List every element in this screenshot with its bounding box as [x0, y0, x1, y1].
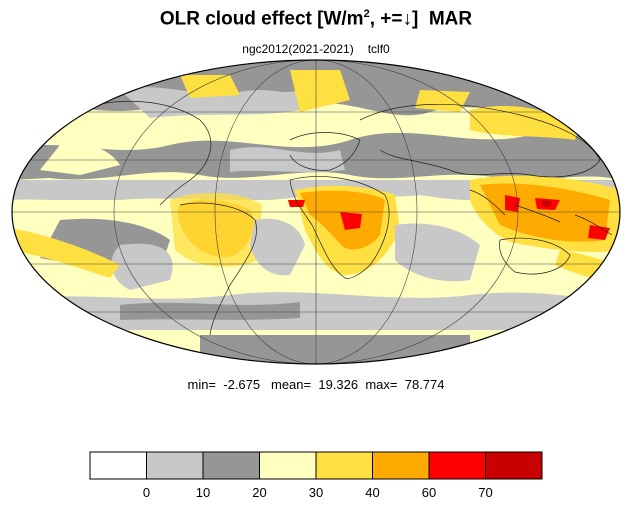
colorbar-tick-label: 70: [478, 485, 493, 500]
field-sh-stormtrack-dark: [120, 302, 300, 320]
stat-max-label: max=: [365, 377, 398, 392]
field-sh-subtropics-2: [250, 218, 305, 276]
field-mc-red: [505, 195, 520, 212]
colorbar-swatch: [202, 451, 260, 480]
stat-max-value: 78.774: [404, 377, 445, 392]
field-mc-red-3: [588, 225, 610, 240]
subtitle-variable: tclf0: [367, 42, 390, 56]
field-arctic-yellow-3: [415, 90, 470, 112]
stats-line: min= -2.675 mean= 19.326 max= 78.774: [0, 377, 632, 392]
title-superscript: 2: [363, 8, 370, 20]
colorbar-tick-label: 0: [142, 485, 151, 500]
colorbar-tick-label: 40: [365, 485, 380, 500]
title-main: OLR cloud effect [W/m: [159, 8, 364, 30]
plot-subtitle: ngc2012(2021-2021) tclf0: [0, 42, 632, 56]
field-sh-subtropics-4: [111, 243, 173, 290]
title-suffix: , +=: [369, 8, 403, 30]
colorbar-swatch: [428, 451, 486, 480]
field-africa-red: [340, 212, 362, 230]
colorbar: [89, 451, 543, 480]
colorbar-tick-label: 60: [421, 485, 437, 500]
field-arctic-light: [120, 87, 300, 118]
field-nh-yellow: [40, 143, 120, 175]
graticule: [12, 60, 620, 364]
plot-title: OLR cloud effect [W/m2, +=↓] MAR: [0, 8, 632, 30]
colorbar-swatch: [259, 451, 317, 480]
stat-mean-label: mean=: [270, 377, 312, 392]
globe-outline: [11, 59, 621, 365]
colorbar-tick-label: 20: [252, 485, 267, 500]
colorbar-swatch: [372, 451, 430, 480]
field-sh-subtropics-3: [395, 223, 480, 282]
colorbar-tick-label: 10: [195, 485, 211, 500]
field-arctic-yellow-2: [180, 75, 240, 98]
field-africa-red-2: [288, 200, 305, 207]
colorbar-tick-label: 30: [308, 485, 324, 500]
coastlines: [79, 100, 613, 336]
stat-min-label: min=: [187, 377, 217, 392]
stat-mean-value: 19.326: [318, 377, 359, 392]
title-month: MAR: [428, 8, 473, 30]
colorbar-swatch: [315, 451, 373, 480]
colorbar-swatch: [485, 451, 543, 480]
colorbar-swatch: [89, 451, 147, 480]
stat-min-value: -2.675: [223, 377, 261, 392]
title-close: ]: [411, 8, 419, 30]
subtitle-experiment: ngc2012(2021-2021): [242, 42, 354, 56]
field-amazon-yellow: [170, 192, 262, 267]
field-spcz: [12, 228, 120, 278]
field-mc-darkred: [542, 200, 552, 207]
down-arrow-icon: ↓: [402, 8, 412, 30]
colorbar-swatch: [146, 451, 204, 480]
field-arctic-yellow: [290, 70, 350, 112]
